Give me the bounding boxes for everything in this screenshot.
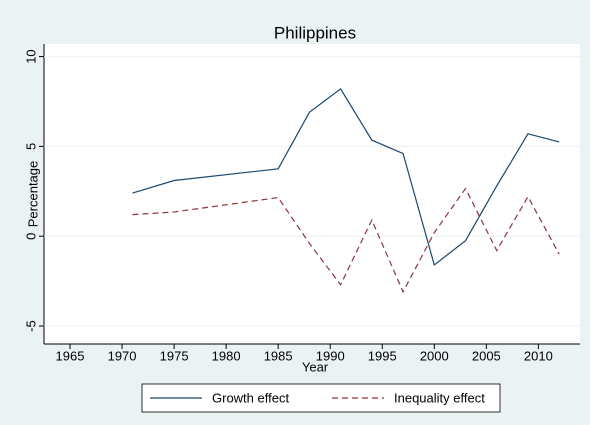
- y-tick-label: 0: [23, 233, 38, 240]
- plot-area: [44, 44, 580, 344]
- chart-title: Philippines: [274, 23, 356, 42]
- x-tick-label: 2010: [524, 348, 553, 363]
- y-tick-label: 10: [23, 49, 38, 63]
- series-line: [132, 187, 560, 294]
- series-line: [132, 88, 560, 266]
- x-tick-label: 2005: [472, 348, 501, 363]
- legend-label: Inequality effect: [394, 390, 485, 405]
- x-tick-label: 2000: [420, 348, 449, 363]
- x-tick-label: 1995: [368, 348, 397, 363]
- x-tick-label: 1975: [160, 348, 189, 363]
- x-tick-label: 1965: [56, 348, 85, 363]
- y-tick-label: -5: [23, 320, 38, 332]
- x-tick-label: 1980: [212, 348, 241, 363]
- y-axis-label: Percentage: [25, 161, 40, 228]
- x-tick-label: 1970: [108, 348, 137, 363]
- y-tick-label: 5: [23, 143, 38, 150]
- x-tick-label: 1990: [316, 348, 345, 363]
- x-axis-label: Year: [302, 359, 329, 374]
- x-tick-label: 1985: [264, 348, 293, 363]
- legend-label: Growth effect: [212, 390, 289, 405]
